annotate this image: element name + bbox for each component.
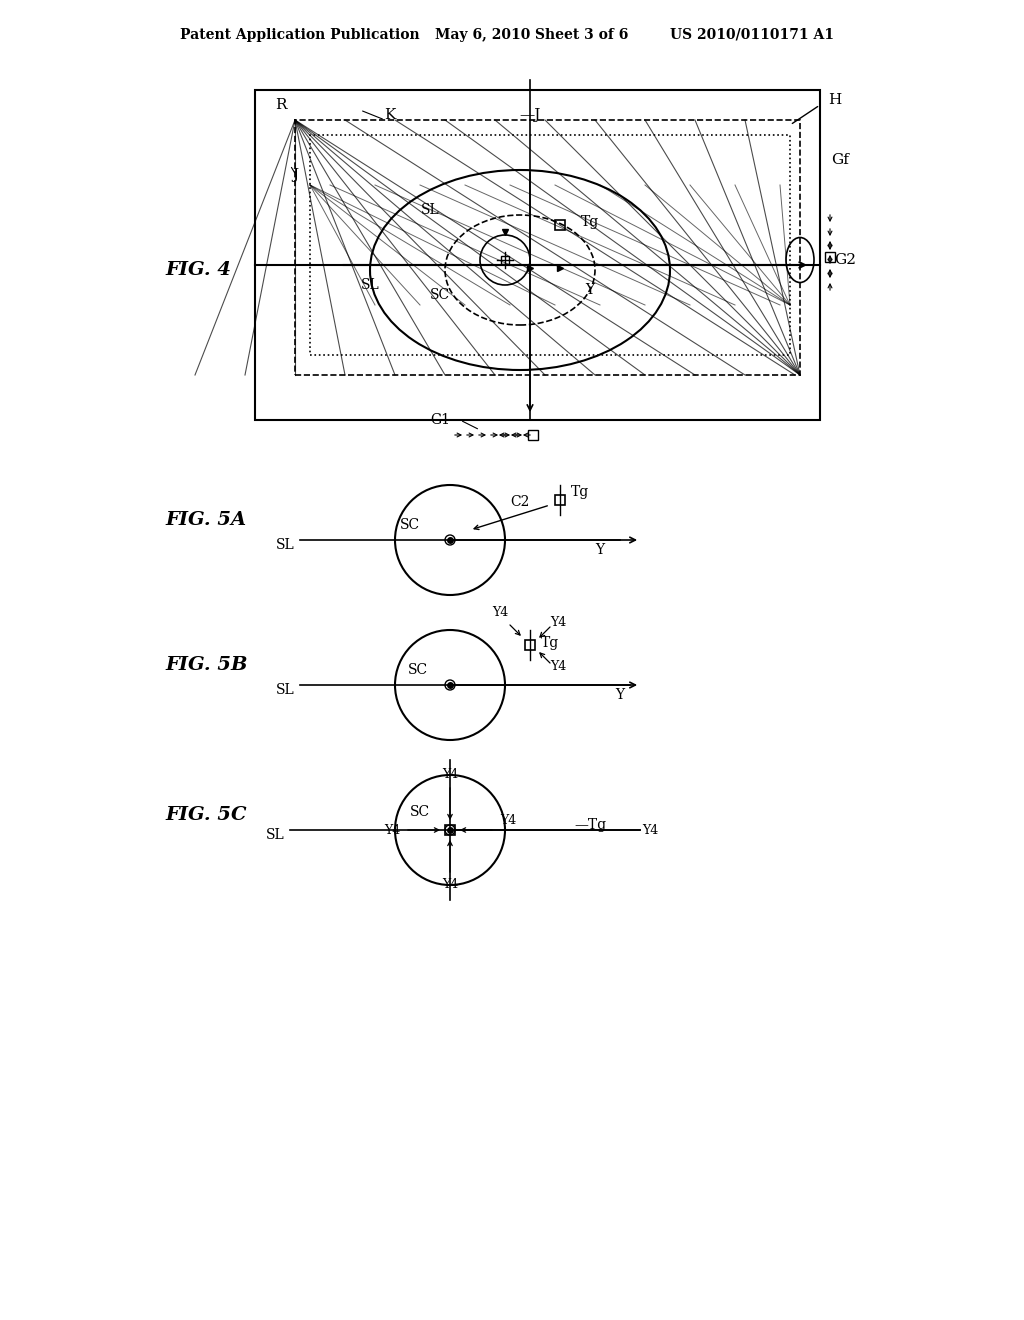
Text: Tg: Tg bbox=[581, 215, 599, 228]
Text: SL: SL bbox=[360, 279, 379, 292]
Bar bbox=[555, 220, 565, 230]
Text: Patent Application Publication: Patent Application Publication bbox=[180, 28, 420, 42]
Text: US 2010/0110171 A1: US 2010/0110171 A1 bbox=[670, 28, 834, 42]
Text: Y4: Y4 bbox=[500, 813, 516, 826]
Text: SC: SC bbox=[410, 805, 430, 818]
Text: C2: C2 bbox=[510, 495, 529, 510]
Text: Y4: Y4 bbox=[442, 768, 458, 781]
Text: R: R bbox=[275, 98, 287, 112]
Text: Y: Y bbox=[586, 282, 595, 297]
Text: FIG. 5B: FIG. 5B bbox=[165, 656, 248, 675]
Bar bbox=[255, 90, 820, 420]
Text: FIG. 5C: FIG. 5C bbox=[165, 807, 247, 824]
Text: Y4: Y4 bbox=[642, 824, 658, 837]
Text: —J: —J bbox=[519, 108, 541, 121]
Text: Tg: Tg bbox=[570, 484, 589, 499]
Text: Y4: Y4 bbox=[384, 824, 400, 837]
Text: Y4: Y4 bbox=[550, 660, 566, 673]
Bar bbox=[528, 430, 538, 440]
Text: SL: SL bbox=[276, 539, 295, 552]
Text: FIG. 5A: FIG. 5A bbox=[165, 511, 246, 529]
Text: Y4: Y4 bbox=[492, 606, 508, 619]
Bar bbox=[295, 120, 800, 375]
Text: Y: Y bbox=[595, 543, 604, 557]
Text: Tg: Tg bbox=[541, 636, 559, 649]
Bar bbox=[525, 640, 535, 649]
Bar bbox=[555, 495, 565, 506]
Text: J: J bbox=[292, 168, 298, 182]
Text: SL: SL bbox=[421, 203, 439, 216]
Text: SL: SL bbox=[276, 682, 295, 697]
Text: SC: SC bbox=[408, 663, 428, 677]
Bar bbox=[310, 135, 790, 355]
Text: SC: SC bbox=[430, 288, 451, 302]
Text: Gf: Gf bbox=[831, 153, 849, 168]
Bar bbox=[445, 825, 455, 836]
Text: SL: SL bbox=[266, 828, 285, 842]
Text: FIG. 4: FIG. 4 bbox=[165, 261, 231, 279]
Text: K: K bbox=[384, 108, 395, 121]
Text: May 6, 2010: May 6, 2010 bbox=[435, 28, 530, 42]
Text: G1: G1 bbox=[430, 413, 450, 426]
Text: —Tg: —Tg bbox=[573, 818, 606, 832]
Bar bbox=[501, 256, 509, 264]
Text: Y4: Y4 bbox=[442, 879, 458, 891]
Text: Y: Y bbox=[615, 688, 625, 702]
Text: H: H bbox=[828, 92, 842, 107]
Text: Sheet 3 of 6: Sheet 3 of 6 bbox=[535, 28, 629, 42]
Bar bbox=[825, 252, 835, 261]
Text: Y4: Y4 bbox=[550, 616, 566, 630]
Text: G2: G2 bbox=[834, 253, 856, 267]
Text: SC: SC bbox=[400, 517, 420, 532]
